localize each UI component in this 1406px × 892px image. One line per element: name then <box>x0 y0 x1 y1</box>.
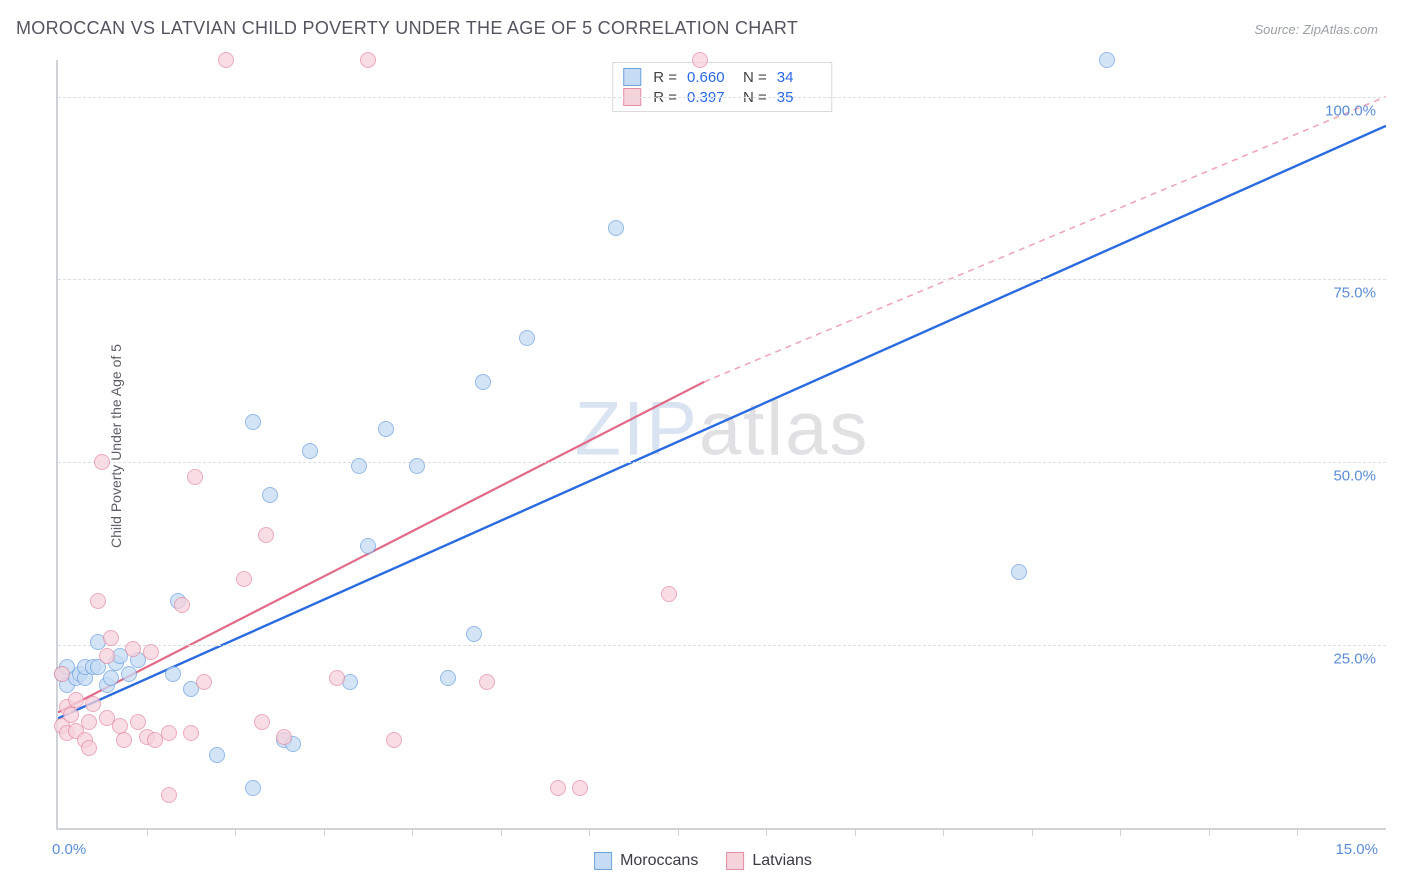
data-point <box>276 729 292 745</box>
legend-swatch-latvians <box>726 852 744 870</box>
x-tick <box>235 828 236 836</box>
n-value-moroccans: 34 <box>777 69 821 86</box>
x-tick <box>324 828 325 836</box>
chart-title: MOROCCAN VS LATVIAN CHILD POVERTY UNDER … <box>16 18 798 39</box>
plot-area: ZIPatlas R = 0.660 N = 34 R = 0.397 N = … <box>56 60 1386 830</box>
data-point <box>218 52 234 68</box>
series-legend: Moroccans Latvians <box>594 852 812 870</box>
data-point <box>174 597 190 613</box>
data-point <box>479 674 495 690</box>
correlation-chart: MOROCCAN VS LATVIAN CHILD POVERTY UNDER … <box>0 0 1406 892</box>
data-point <box>183 725 199 741</box>
data-point <box>116 732 132 748</box>
x-tick <box>589 828 590 836</box>
data-point <box>236 571 252 587</box>
legend-item-moroccans: Moroccans <box>594 852 698 870</box>
y-tick-label: 75.0% <box>1333 285 1376 302</box>
data-point <box>440 670 456 686</box>
data-point <box>94 454 110 470</box>
y-tick-label: 50.0% <box>1333 468 1376 485</box>
watermark: ZIPatlas <box>575 385 870 472</box>
data-point <box>302 443 318 459</box>
source-attribution: Source: ZipAtlas.com <box>1254 22 1378 37</box>
data-point <box>692 52 708 68</box>
data-point <box>329 670 345 686</box>
trend-lines <box>58 60 1386 828</box>
data-point <box>81 714 97 730</box>
data-point <box>550 780 566 796</box>
x-tick <box>678 828 679 836</box>
swatch-moroccans <box>623 68 641 86</box>
data-point <box>165 666 181 682</box>
data-point <box>475 374 491 390</box>
x-max-label: 15.0% <box>1335 841 1378 858</box>
data-point <box>54 666 70 682</box>
x-tick <box>1032 828 1033 836</box>
data-point <box>81 740 97 756</box>
stats-row-moroccans: R = 0.660 N = 34 <box>623 67 821 87</box>
legend-item-latvians: Latvians <box>726 852 812 870</box>
data-point <box>130 714 146 730</box>
data-point <box>85 696 101 712</box>
legend-label-latvians: Latvians <box>752 852 812 870</box>
watermark-bold: ZIP <box>575 386 699 471</box>
data-point <box>409 458 425 474</box>
x-tick <box>1209 828 1210 836</box>
x-min-label: 0.0% <box>52 841 86 858</box>
r-label: R = <box>653 69 677 86</box>
data-point <box>519 330 535 346</box>
data-point <box>103 670 119 686</box>
x-tick <box>412 828 413 836</box>
x-tick <box>1297 828 1298 836</box>
n-label: N = <box>743 69 767 86</box>
data-point <box>161 725 177 741</box>
data-point <box>161 787 177 803</box>
x-tick <box>501 828 502 836</box>
data-point <box>103 630 119 646</box>
x-tick <box>766 828 767 836</box>
r-value-moroccans: 0.660 <box>687 69 731 86</box>
gridline <box>58 279 1386 280</box>
gridline <box>58 645 1386 646</box>
data-point <box>351 458 367 474</box>
data-point <box>245 414 261 430</box>
x-tick <box>147 828 148 836</box>
data-point <box>90 593 106 609</box>
data-point <box>143 644 159 660</box>
data-point <box>262 487 278 503</box>
data-point <box>112 718 128 734</box>
gridline <box>58 97 1386 98</box>
x-tick <box>943 828 944 836</box>
data-point <box>1011 564 1027 580</box>
legend-swatch-moroccans <box>594 852 612 870</box>
data-point <box>1099 52 1115 68</box>
data-point <box>209 747 225 763</box>
data-point <box>125 641 141 657</box>
data-point <box>254 714 270 730</box>
data-point <box>661 586 677 602</box>
data-point <box>608 220 624 236</box>
data-point <box>187 469 203 485</box>
data-point <box>572 780 588 796</box>
data-point <box>99 648 115 664</box>
data-point <box>196 674 212 690</box>
data-point <box>466 626 482 642</box>
stats-legend: R = 0.660 N = 34 R = 0.397 N = 35 <box>612 62 832 112</box>
gridline <box>58 462 1386 463</box>
data-point <box>121 666 137 682</box>
data-point <box>63 707 79 723</box>
data-point <box>360 52 376 68</box>
legend-label-moroccans: Moroccans <box>620 852 698 870</box>
data-point <box>68 692 84 708</box>
x-tick <box>855 828 856 836</box>
data-point <box>378 421 394 437</box>
data-point <box>258 527 274 543</box>
data-point <box>245 780 261 796</box>
x-tick <box>1120 828 1121 836</box>
y-tick-label: 100.0% <box>1325 102 1376 119</box>
y-tick-label: 25.0% <box>1333 651 1376 668</box>
watermark-rest: atlas <box>699 386 870 471</box>
data-point <box>386 732 402 748</box>
data-point <box>360 538 376 554</box>
